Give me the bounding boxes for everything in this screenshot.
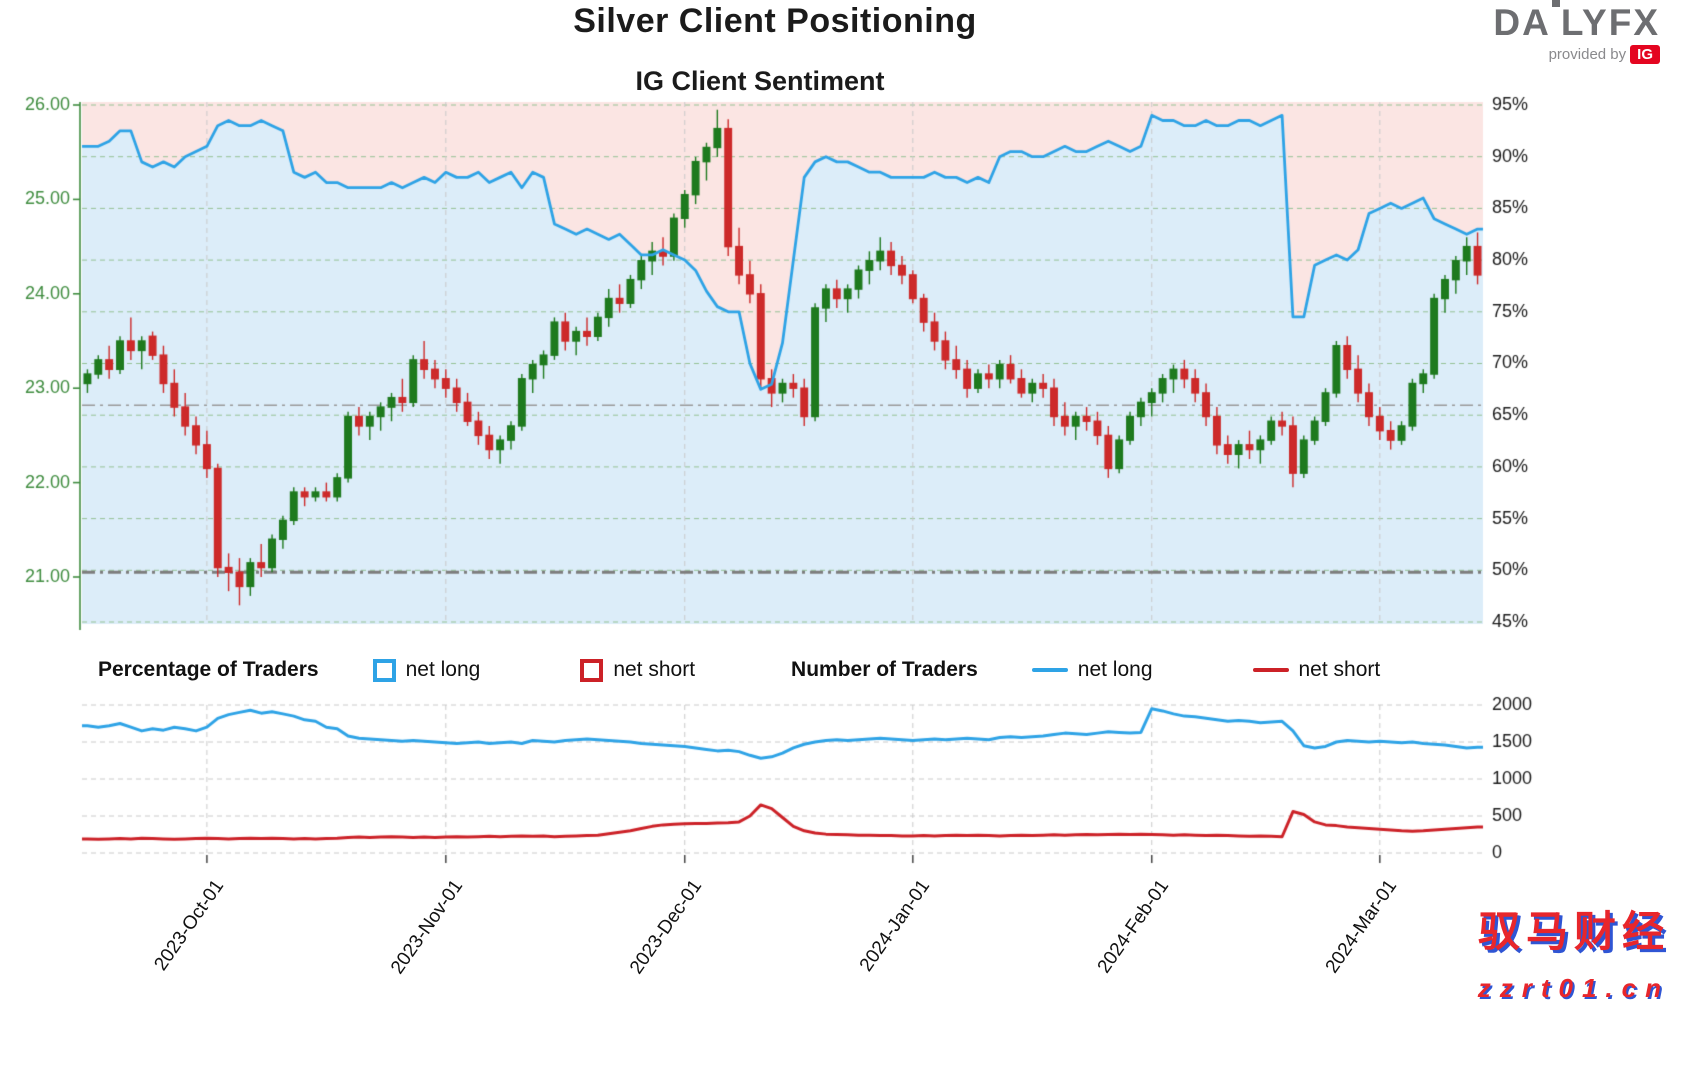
x-axis-label: 2023-Nov-01 xyxy=(386,876,468,979)
x-axis-label: 2024-Feb-01 xyxy=(1093,876,1173,978)
legend-num-net-short: net short xyxy=(1252,658,1381,682)
x-axis-label: 2023-Dec-01 xyxy=(625,876,706,979)
net-long-line-icon xyxy=(1031,668,1068,672)
dailyfx-brand: DA LYFX xyxy=(1493,0,1660,43)
x-axis-label: 2024-Mar-01 xyxy=(1321,876,1402,978)
x-axis-label: 2023-Oct-01 xyxy=(150,876,229,975)
dailyfx-logo: DA LYFX provided by IG xyxy=(1493,0,1660,64)
logo-text-lyfx: LYFX xyxy=(1560,2,1660,43)
net-long-swatch-icon xyxy=(372,658,396,682)
chart-legend: Percentage of Traders net long net short… xyxy=(98,652,1558,688)
x-axis-labels: 2023-Oct-01 2023-Nov-01 2023-Dec-01 2024-Ja… xyxy=(0,868,1560,1038)
price-sentiment-chart xyxy=(0,90,1560,635)
number-of-traders-chart xyxy=(0,695,1560,885)
legend-num-net-long-label: net long xyxy=(1077,658,1153,681)
legend-pct-net-long-label: net long xyxy=(405,658,481,681)
legend-pct-net-short: net short xyxy=(580,658,695,682)
watermark-url: zzrt01.cn xyxy=(1477,973,1670,1003)
legend-pct-net-long: net long xyxy=(372,658,481,682)
legend-num-net-short-label: net short xyxy=(1298,658,1381,681)
net-short-line-icon xyxy=(1252,668,1289,672)
legend-num-net-long: net long xyxy=(1031,658,1153,682)
logo-i-icon xyxy=(1551,0,1561,35)
logo-text-da: DA xyxy=(1493,2,1551,43)
legend-percentage-label: Percentage of Traders xyxy=(98,658,319,681)
x-axis-label: 2024-Jan-01 xyxy=(855,876,935,976)
provided-by: provided by IG xyxy=(1493,45,1660,64)
legend-number-label: Number of Traders xyxy=(791,658,978,681)
net-short-swatch-icon xyxy=(580,658,604,682)
ig-logo: IG xyxy=(1630,45,1660,64)
watermark: 驭马财经 zzrt01.cn xyxy=(1478,898,1670,1004)
page-title: Silver Client Positioning xyxy=(573,2,977,40)
watermark-brand: 驭马财经 xyxy=(1477,908,1670,955)
provided-by-text: provided by xyxy=(1548,46,1627,63)
legend-pct-net-short-label: net short xyxy=(613,658,696,681)
